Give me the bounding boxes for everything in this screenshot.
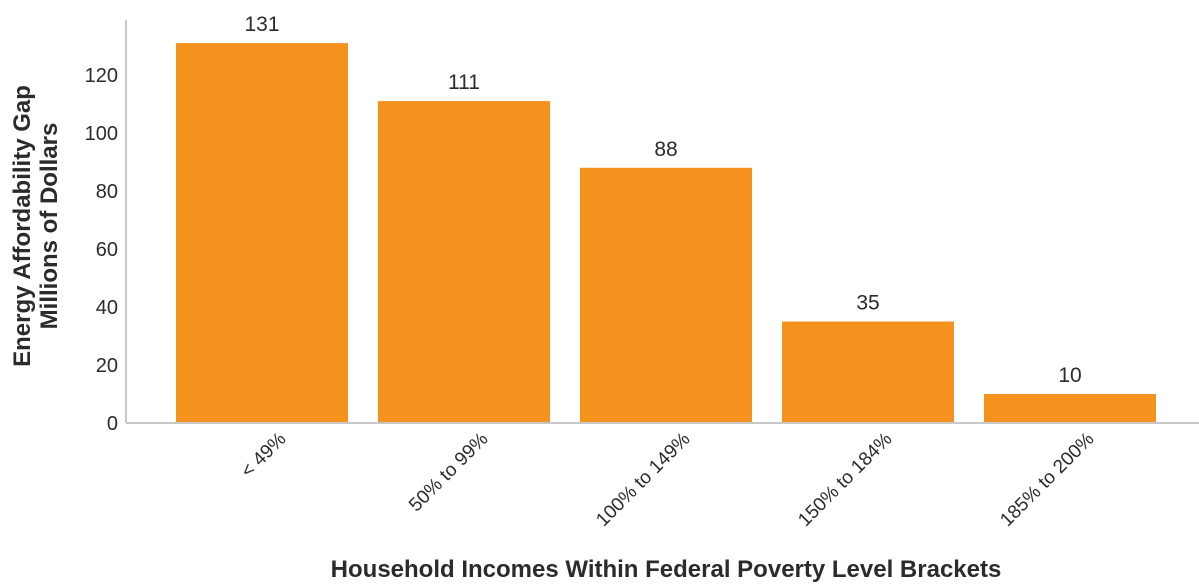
bar <box>580 167 752 423</box>
x-axis-category-labels: < 49% 50% to 99% 100% to 149% 150% to 184% 1… <box>237 429 1098 531</box>
y-tick-label: 0 <box>107 413 118 435</box>
x-tick-label: < 49% <box>237 429 290 482</box>
bar <box>176 43 348 423</box>
data-label: 10 <box>1058 364 1081 387</box>
bar <box>984 394 1156 423</box>
x-tick-label: 100% to 149% <box>592 429 694 531</box>
data-label: 111 <box>448 71 480 94</box>
bar <box>782 321 954 423</box>
y-tick-label: 120 <box>85 65 118 87</box>
data-label: 35 <box>856 292 879 315</box>
data-label: 88 <box>654 138 677 161</box>
y-tick-label: 100 <box>85 123 118 145</box>
y-tick-label: 40 <box>96 297 118 319</box>
bars <box>176 43 1156 423</box>
x-tick-label: 50% to 99% <box>405 429 492 516</box>
y-tick-label: 20 <box>96 355 118 377</box>
y-tick-label: 80 <box>96 181 118 203</box>
y-axis-ticks: 0 20 40 60 80 100 120 <box>85 65 118 435</box>
x-tick-label: 185% to 200% <box>996 429 1098 531</box>
bar <box>378 101 550 423</box>
x-axis-title: Household Incomes Within Federal Poverty… <box>331 556 1002 583</box>
x-tick-label: 150% to 184% <box>794 429 896 531</box>
y-axis-title-line-2: Millions of Dollars <box>36 123 63 330</box>
data-labels: 131 111 88 35 10 <box>244 13 1081 387</box>
data-label: 131 <box>244 13 279 36</box>
y-tick-label: 60 <box>96 239 118 261</box>
y-axis-title-line-1: Energy Affordability Gap <box>9 85 36 367</box>
